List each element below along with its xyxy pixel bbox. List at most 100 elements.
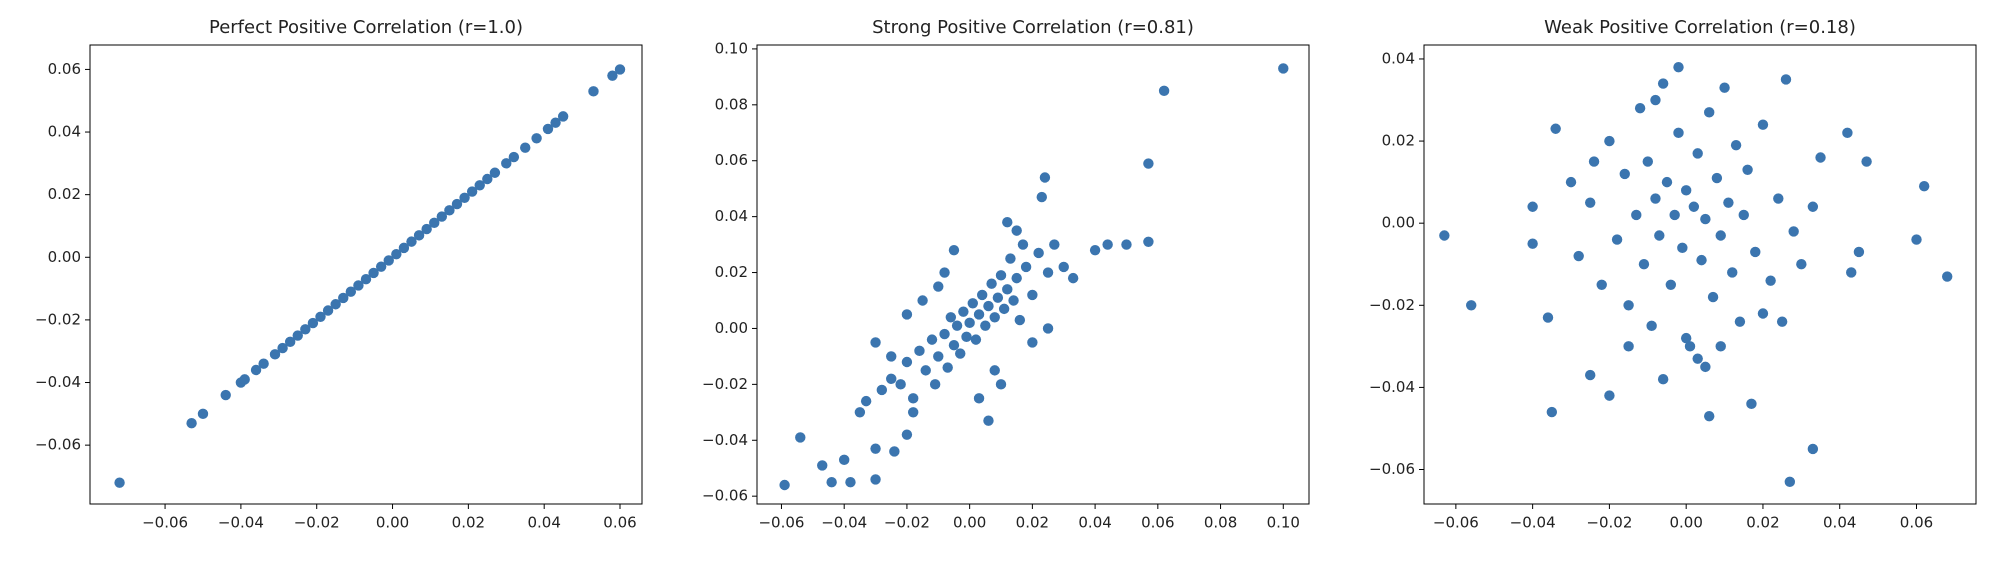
point: [889, 446, 900, 457]
point: [1911, 234, 1922, 245]
point: [1692, 353, 1703, 364]
point: [964, 317, 975, 329]
point: [945, 312, 957, 323]
point: [980, 320, 991, 331]
point: [1036, 191, 1047, 203]
point: [421, 223, 432, 235]
point: [1807, 443, 1819, 455]
y-tick-label: 0.06: [48, 60, 81, 78]
point: [1014, 314, 1026, 326]
x-tick-label: −0.06: [142, 514, 188, 532]
y-tick-label: −0.06: [1369, 460, 1415, 478]
y-tick-label: 0.04: [715, 207, 748, 225]
point: [1853, 246, 1865, 258]
point: [1527, 201, 1538, 212]
point: [951, 320, 963, 331]
point: [1677, 242, 1688, 254]
point: [895, 379, 906, 390]
point: [315, 311, 326, 322]
point: [907, 407, 919, 418]
point: [607, 70, 618, 81]
point: [920, 365, 931, 376]
point: [992, 292, 1004, 303]
point: [1680, 185, 1692, 196]
point: [939, 267, 950, 278]
x-tick-label: 0.02: [1016, 514, 1049, 532]
point: [961, 331, 972, 343]
point: [795, 432, 806, 443]
point: [917, 295, 928, 306]
point: [901, 356, 913, 368]
point: [870, 474, 881, 485]
point: [1757, 308, 1769, 319]
point: [489, 167, 501, 178]
point: [1700, 213, 1711, 225]
x-tick-label: −0.02: [884, 514, 930, 532]
point: [1278, 63, 1289, 74]
point: [1002, 217, 1013, 228]
point: [444, 205, 455, 216]
y-tick-label: −0.04: [35, 373, 81, 391]
point: [886, 351, 897, 362]
point: [1846, 267, 1857, 278]
point: [1807, 201, 1819, 212]
point: [929, 379, 941, 390]
point: [1027, 337, 1038, 348]
point: [1588, 156, 1600, 167]
point: [876, 384, 888, 396]
point: [114, 477, 125, 488]
x-tick-label: 0.06: [1900, 514, 1933, 532]
point: [1650, 193, 1661, 204]
point: [436, 211, 448, 222]
point: [1700, 361, 1711, 373]
y-tick-label: 0.10: [715, 39, 748, 57]
point: [1730, 139, 1742, 151]
point: [1692, 148, 1703, 159]
point: [1723, 197, 1734, 208]
point: [1773, 193, 1784, 204]
chart-title: Weak Positive Correlation (r=0.18): [1544, 17, 1856, 38]
point: [220, 389, 231, 401]
point: [360, 273, 372, 285]
point: [1715, 230, 1726, 241]
point: [870, 443, 881, 454]
point: [1738, 209, 1749, 221]
point: [338, 292, 349, 304]
x-tick-label: −0.04: [218, 514, 264, 532]
x-tick-label: 0.00: [1669, 514, 1702, 532]
point: [1765, 275, 1776, 286]
x-tick-label: 0.02: [452, 514, 485, 532]
axes-frame: [1423, 44, 1977, 505]
point: [375, 261, 387, 272]
point: [322, 305, 334, 316]
point: [1746, 398, 1757, 410]
point: [1011, 225, 1022, 236]
point: [1942, 271, 1953, 282]
point: [466, 186, 478, 197]
y-tick-label: 0.02: [1382, 132, 1415, 150]
point: [508, 151, 520, 163]
point: [901, 429, 913, 440]
y-tick-label: 0.04: [1382, 49, 1415, 67]
point: [1585, 369, 1596, 381]
point: [995, 270, 1007, 281]
point: [1669, 209, 1680, 221]
point: [1439, 230, 1450, 241]
point: [1684, 341, 1696, 352]
point: [1143, 236, 1154, 247]
y-tick-label: −0.02: [1369, 296, 1415, 314]
x-tick-label: 0.04: [527, 514, 560, 532]
point: [482, 173, 493, 185]
point: [942, 362, 953, 373]
point: [1796, 259, 1807, 270]
point: [413, 230, 425, 241]
point: [907, 393, 919, 404]
point: [914, 345, 925, 357]
point: [398, 242, 410, 254]
point: [1596, 279, 1607, 290]
point: [826, 476, 837, 488]
y-tick-label: −0.02: [35, 310, 81, 328]
point: [970, 334, 982, 345]
point: [1642, 156, 1653, 167]
point: [1042, 267, 1054, 278]
